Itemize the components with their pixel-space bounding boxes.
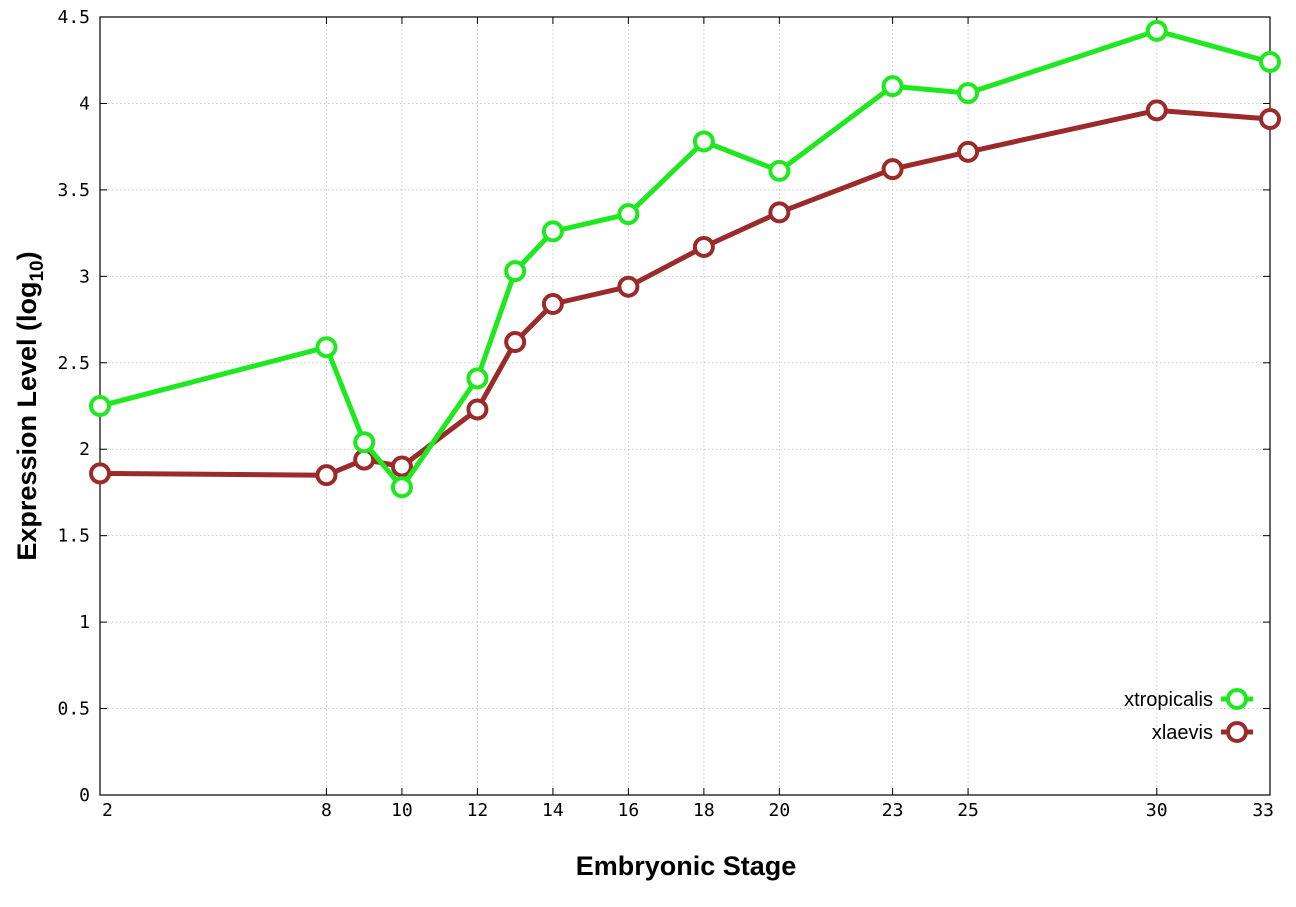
x-tick-label: 10 — [391, 800, 413, 821]
data-point-xtropicalis — [315, 336, 338, 359]
y-tick-label: 4.5 — [57, 7, 90, 28]
y-tick-label: 3 — [79, 266, 90, 287]
data-point-xtropicalis — [617, 203, 640, 226]
data-point-xlaevis — [957, 140, 980, 163]
data-point-xlaevis — [1259, 108, 1281, 131]
legend: xtropicalis xlaevis — [1124, 688, 1253, 744]
series-xtropicalis — [89, 19, 1281, 499]
y-axis-title-close: ) — [12, 251, 42, 260]
legend-label: xlaevis — [1152, 722, 1213, 744]
y-axis-title-main: Expression Level (log — [12, 282, 42, 561]
data-point-xlaevis — [504, 331, 527, 354]
data-point-xlaevis — [541, 292, 564, 315]
data-point-xlaevis — [89, 462, 111, 485]
y-axis-title-subscript: 10 — [27, 260, 48, 281]
data-point-xtropicalis — [692, 130, 715, 153]
y-tick-label: 0.5 — [57, 699, 90, 720]
x-tick-label: 25 — [957, 800, 979, 821]
x-tick-label: 20 — [769, 800, 791, 821]
axis-ticks: 0 0.5 1 1.5 2 2.5 3 3.5 4 4.5 2 8 10 12 14 16 18 20 23 25 30… — [57, 7, 1274, 821]
y-tick-label: 3.5 — [57, 180, 90, 201]
data-point-xtropicalis — [504, 260, 527, 283]
data-point-xlaevis — [768, 201, 791, 224]
legend-marker-swatch — [1226, 721, 1248, 743]
data-point-xlaevis — [466, 398, 489, 421]
series-xlaevis — [89, 99, 1281, 487]
data-point-xtropicalis — [89, 395, 111, 417]
data-point-xtropicalis — [466, 367, 489, 390]
y-tick-label: 1 — [79, 612, 90, 633]
x-tick-label: 30 — [1146, 800, 1168, 821]
x-tick-label: 2 — [102, 800, 113, 821]
data-point-xtropicalis — [353, 431, 376, 454]
data-point-xlaevis — [315, 464, 338, 487]
x-tick-label: 8 — [321, 800, 332, 821]
y-tick-label: 1.5 — [57, 526, 90, 547]
series-layer — [89, 19, 1281, 499]
x-tick-label: 14 — [542, 800, 564, 821]
y-tick-label: 0 — [79, 785, 90, 806]
y-tick-label: 4 — [79, 93, 90, 114]
x-tick-label: 16 — [618, 800, 640, 821]
data-point-xlaevis — [617, 275, 640, 298]
data-point-xtropicalis — [1259, 50, 1281, 73]
y-tick-label: 2 — [79, 439, 90, 460]
legend-item-xlaevis: xlaevis — [1152, 721, 1253, 744]
x-tick-label: 18 — [693, 800, 715, 821]
legend-label: xtropicalis — [1124, 689, 1213, 711]
legend-item-xtropicalis: xtropicalis — [1124, 688, 1253, 711]
data-point-xtropicalis — [541, 220, 564, 243]
x-tick-label: 33 — [1252, 800, 1274, 821]
data-point-xtropicalis — [768, 159, 791, 182]
data-point-xtropicalis — [390, 476, 413, 499]
y-tick-label: 2.5 — [57, 353, 90, 374]
x-tick-label: 12 — [467, 800, 489, 821]
y-axis-title: Expression Level (log10) — [12, 251, 48, 560]
data-point-xtropicalis — [957, 82, 980, 105]
data-point-xlaevis — [1145, 99, 1168, 122]
series-line-xlaevis — [99, 107, 1271, 478]
plot-frame — [99, 16, 1271, 796]
x-tick-label: 23 — [882, 800, 904, 821]
data-point-xlaevis — [692, 235, 715, 258]
legend-marker-swatch — [1226, 688, 1248, 710]
x-axis-title: Embryonic Stage — [576, 851, 797, 881]
data-point-xtropicalis — [1145, 19, 1168, 42]
data-point-xtropicalis — [881, 75, 904, 98]
grid-lines — [100, 17, 1270, 795]
data-point-xlaevis — [390, 455, 413, 478]
data-point-xlaevis — [881, 158, 904, 181]
